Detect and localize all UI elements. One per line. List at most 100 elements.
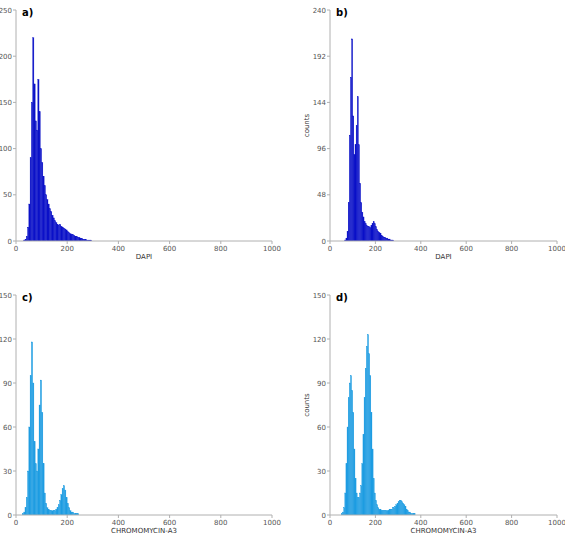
panel: 02004006008001000050100150200250DAPIa) bbox=[0, 7, 281, 262]
bar bbox=[56, 223, 57, 241]
bar bbox=[71, 235, 72, 241]
bar bbox=[53, 511, 54, 515]
panel: 020040060080010000306090120150CHROMOMYCI… bbox=[0, 292, 281, 535]
bar bbox=[354, 154, 355, 241]
bar bbox=[47, 199, 48, 241]
y-tick bbox=[327, 427, 330, 428]
y-tick bbox=[327, 241, 330, 242]
y-tick-label: 90 bbox=[3, 380, 12, 388]
x-axis bbox=[330, 241, 557, 242]
bar bbox=[366, 346, 367, 515]
y-tick-label: 120 bbox=[313, 336, 326, 344]
bar bbox=[63, 486, 64, 515]
bar bbox=[371, 226, 372, 241]
bar bbox=[386, 511, 387, 515]
bar bbox=[367, 335, 368, 515]
bar bbox=[402, 502, 403, 515]
bar bbox=[383, 511, 384, 515]
y-tick bbox=[13, 148, 16, 149]
bar bbox=[344, 508, 345, 515]
y-tick bbox=[13, 241, 16, 242]
bar bbox=[392, 508, 393, 515]
x-tick-label: 200 bbox=[61, 245, 74, 253]
x-tick bbox=[511, 241, 512, 244]
y-tick-label: 192 bbox=[313, 53, 326, 61]
bar bbox=[36, 471, 37, 515]
y-tick bbox=[13, 427, 16, 428]
bar bbox=[377, 505, 378, 515]
x-tick-label: 400 bbox=[112, 519, 125, 527]
y-axis bbox=[330, 295, 331, 515]
bar bbox=[372, 449, 373, 515]
y-tick-label: 60 bbox=[3, 424, 12, 432]
x-tick bbox=[511, 515, 512, 518]
bar bbox=[33, 38, 34, 241]
bar bbox=[38, 449, 39, 515]
bar bbox=[53, 218, 54, 241]
bar bbox=[391, 509, 392, 515]
bar bbox=[43, 464, 44, 515]
bar bbox=[68, 508, 69, 515]
bar bbox=[364, 398, 365, 515]
x-tick bbox=[557, 515, 558, 518]
y-tick bbox=[327, 10, 330, 11]
x-axis bbox=[16, 241, 272, 242]
x-tick-label: 400 bbox=[414, 519, 427, 527]
bar bbox=[374, 224, 375, 241]
bar bbox=[61, 226, 62, 241]
bar bbox=[36, 130, 37, 241]
bar bbox=[70, 234, 71, 241]
bar bbox=[60, 224, 61, 241]
y-tick-label: 50 bbox=[3, 191, 12, 199]
x-tick-label: 400 bbox=[414, 245, 427, 253]
bar bbox=[348, 398, 349, 515]
bar bbox=[42, 162, 43, 241]
y-tick-label: 144 bbox=[313, 99, 327, 107]
y-tick bbox=[13, 383, 16, 384]
bar bbox=[400, 500, 401, 515]
bar bbox=[394, 508, 395, 515]
bar bbox=[346, 464, 347, 515]
bar bbox=[28, 471, 29, 515]
bar bbox=[65, 229, 66, 241]
x-axis-label: DAPI bbox=[435, 253, 451, 261]
bar bbox=[35, 464, 36, 515]
y-tick bbox=[327, 383, 330, 384]
bar bbox=[44, 493, 45, 515]
bar bbox=[56, 509, 57, 515]
bar bbox=[34, 442, 35, 515]
bar bbox=[367, 227, 368, 241]
y-tick bbox=[13, 339, 16, 340]
x-tick-label: 1000 bbox=[263, 519, 281, 527]
bar bbox=[381, 235, 382, 241]
panel: 0200400600800100004896144192240DAPIcount… bbox=[303, 7, 565, 262]
y-axis bbox=[16, 295, 17, 515]
bar bbox=[406, 509, 407, 515]
bar bbox=[387, 511, 388, 515]
bar bbox=[76, 236, 77, 241]
bar bbox=[380, 509, 381, 515]
panel-label: d) bbox=[336, 292, 348, 303]
y-tick-label: 200 bbox=[0, 53, 12, 61]
bar bbox=[49, 209, 50, 241]
bar bbox=[349, 383, 350, 515]
bar bbox=[30, 376, 31, 515]
bar bbox=[79, 237, 80, 241]
x-tick-label: 200 bbox=[369, 519, 382, 527]
y-tick-label: 100 bbox=[0, 145, 12, 153]
bar bbox=[72, 235, 73, 241]
bar bbox=[369, 354, 370, 515]
x-tick-label: 600 bbox=[460, 519, 473, 527]
bar bbox=[360, 493, 361, 515]
x-tick-label: 1000 bbox=[548, 519, 565, 527]
bar bbox=[379, 232, 380, 241]
y-tick-label: 150 bbox=[0, 99, 12, 107]
bar bbox=[370, 376, 371, 515]
x-tick-label: 800 bbox=[214, 519, 227, 527]
bar bbox=[395, 506, 396, 515]
y-tick bbox=[13, 194, 16, 195]
bars bbox=[341, 335, 415, 515]
x-tick-label: 600 bbox=[163, 519, 176, 527]
bar bbox=[356, 126, 357, 242]
bar bbox=[52, 215, 53, 241]
